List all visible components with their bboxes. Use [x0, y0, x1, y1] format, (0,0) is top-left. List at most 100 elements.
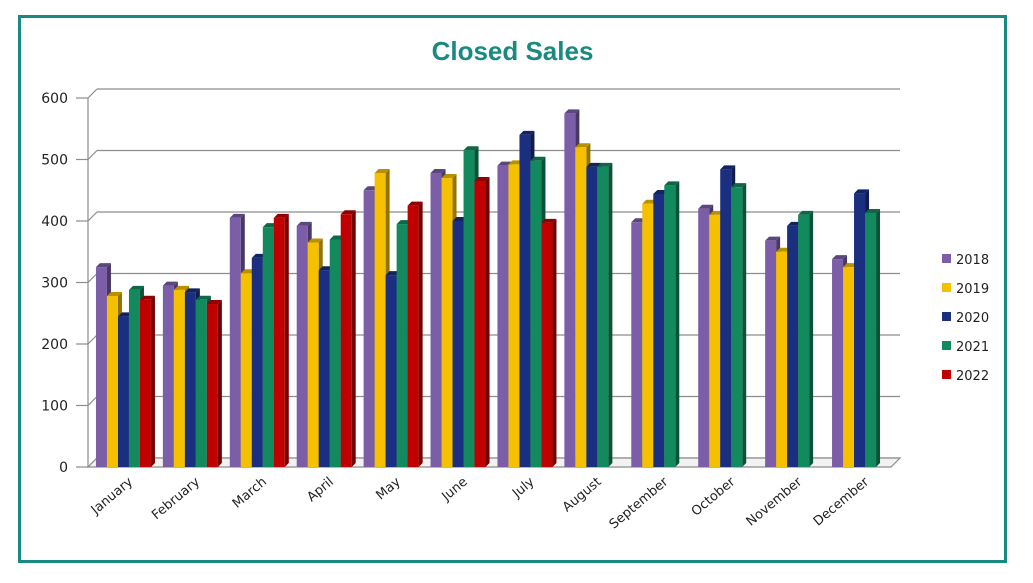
bar-top [430, 169, 446, 174]
bar-top [832, 255, 848, 260]
bar-front [318, 270, 330, 467]
y-tick-label: 100 [41, 399, 68, 415]
x-tick-label: January [88, 474, 136, 518]
bar-front [653, 193, 665, 467]
legend-swatch [942, 370, 951, 379]
bar-front [229, 217, 241, 467]
bar-front [251, 257, 263, 467]
gridline-edge [87, 150, 98, 160]
x-tick-label: February [149, 474, 203, 523]
bar-front [564, 113, 576, 467]
y-tick-label: 0 [59, 460, 68, 476]
bar-side [418, 201, 423, 467]
bar-top [564, 109, 580, 114]
bar-top [173, 285, 189, 290]
bar-top [720, 165, 736, 170]
bar-top [765, 236, 781, 241]
bar [340, 210, 356, 468]
bar-front [195, 299, 207, 467]
bar-top [139, 295, 155, 300]
bar-front [765, 240, 777, 467]
bar-top [541, 218, 557, 223]
legend-swatch [942, 283, 951, 292]
bar-top [854, 189, 870, 194]
bar-top [463, 146, 479, 151]
x-axis-labels: January February March April May June July Augu… [88, 474, 873, 532]
bar [407, 201, 423, 467]
bar-front [262, 227, 274, 467]
legend-swatch [942, 254, 951, 263]
bar-top [184, 288, 200, 293]
bar-top [474, 177, 490, 182]
x-tick-label: October [689, 474, 739, 519]
bar-front [385, 275, 397, 467]
legend-swatch [942, 312, 951, 321]
bar-front [843, 267, 855, 467]
x-tick-label: May [373, 474, 403, 503]
bar-side [351, 210, 356, 468]
bar-front [184, 292, 196, 467]
bar-front [575, 147, 587, 467]
bars [95, 109, 881, 468]
bar-front [206, 304, 218, 467]
bar-front [363, 190, 375, 467]
bar-front [441, 177, 453, 467]
bar-top [698, 204, 714, 209]
bar-side [485, 177, 490, 467]
bar-side [742, 183, 747, 468]
chart-title: Closed Sales [431, 36, 594, 66]
bar-front [854, 193, 866, 467]
bar-front [463, 150, 475, 467]
legend: 2018 2019 2020 2021 2022 [942, 253, 989, 384]
legend-label: 2018 [956, 253, 989, 268]
bar-front [664, 185, 676, 467]
bar-front [832, 259, 844, 467]
legend-swatch [942, 341, 951, 350]
bar-front [798, 214, 810, 467]
bar [865, 209, 881, 467]
legend-label: 2020 [956, 311, 989, 326]
bar-top [206, 300, 222, 305]
x-tick-label: April [304, 475, 336, 506]
bar-top [229, 213, 245, 218]
bar-top [128, 285, 144, 290]
bar [273, 213, 289, 467]
bar [139, 295, 155, 467]
x-tick-label: November [744, 474, 806, 529]
bar-top [162, 281, 178, 286]
x-tick-label: June [439, 475, 471, 505]
bar-front [173, 289, 185, 467]
chart-floor [86, 457, 902, 468]
bar-top [597, 162, 613, 167]
bar-front [374, 173, 386, 467]
bar [798, 210, 814, 467]
y-tick-label: 200 [41, 337, 68, 353]
bar-top [731, 183, 747, 188]
x-tick-label: December [811, 474, 873, 529]
bar-front [497, 165, 509, 467]
bar-front [731, 187, 743, 468]
bar-top [441, 173, 457, 178]
bar-front [95, 267, 107, 467]
x-tick-label: July [509, 474, 538, 501]
bar [664, 181, 680, 467]
bar-front [452, 221, 464, 467]
bar-front [240, 273, 252, 467]
gridline-edge [87, 334, 98, 345]
bar-side [809, 210, 814, 467]
bar-front [474, 181, 486, 467]
bar-front [720, 169, 732, 467]
bar-side [675, 181, 680, 467]
x-tick-label: September [607, 474, 672, 532]
bar-top [575, 143, 591, 148]
bar-side [552, 218, 557, 467]
bar-front [776, 251, 788, 467]
bar [597, 162, 613, 467]
bar-front [307, 242, 319, 467]
bar [541, 218, 557, 467]
bar-side [217, 300, 222, 467]
gridline-edge [87, 396, 98, 406]
y-axis: 0 100 200 300 400 500 600 [41, 91, 902, 476]
bar-top [195, 295, 211, 300]
bar-front [865, 213, 877, 467]
